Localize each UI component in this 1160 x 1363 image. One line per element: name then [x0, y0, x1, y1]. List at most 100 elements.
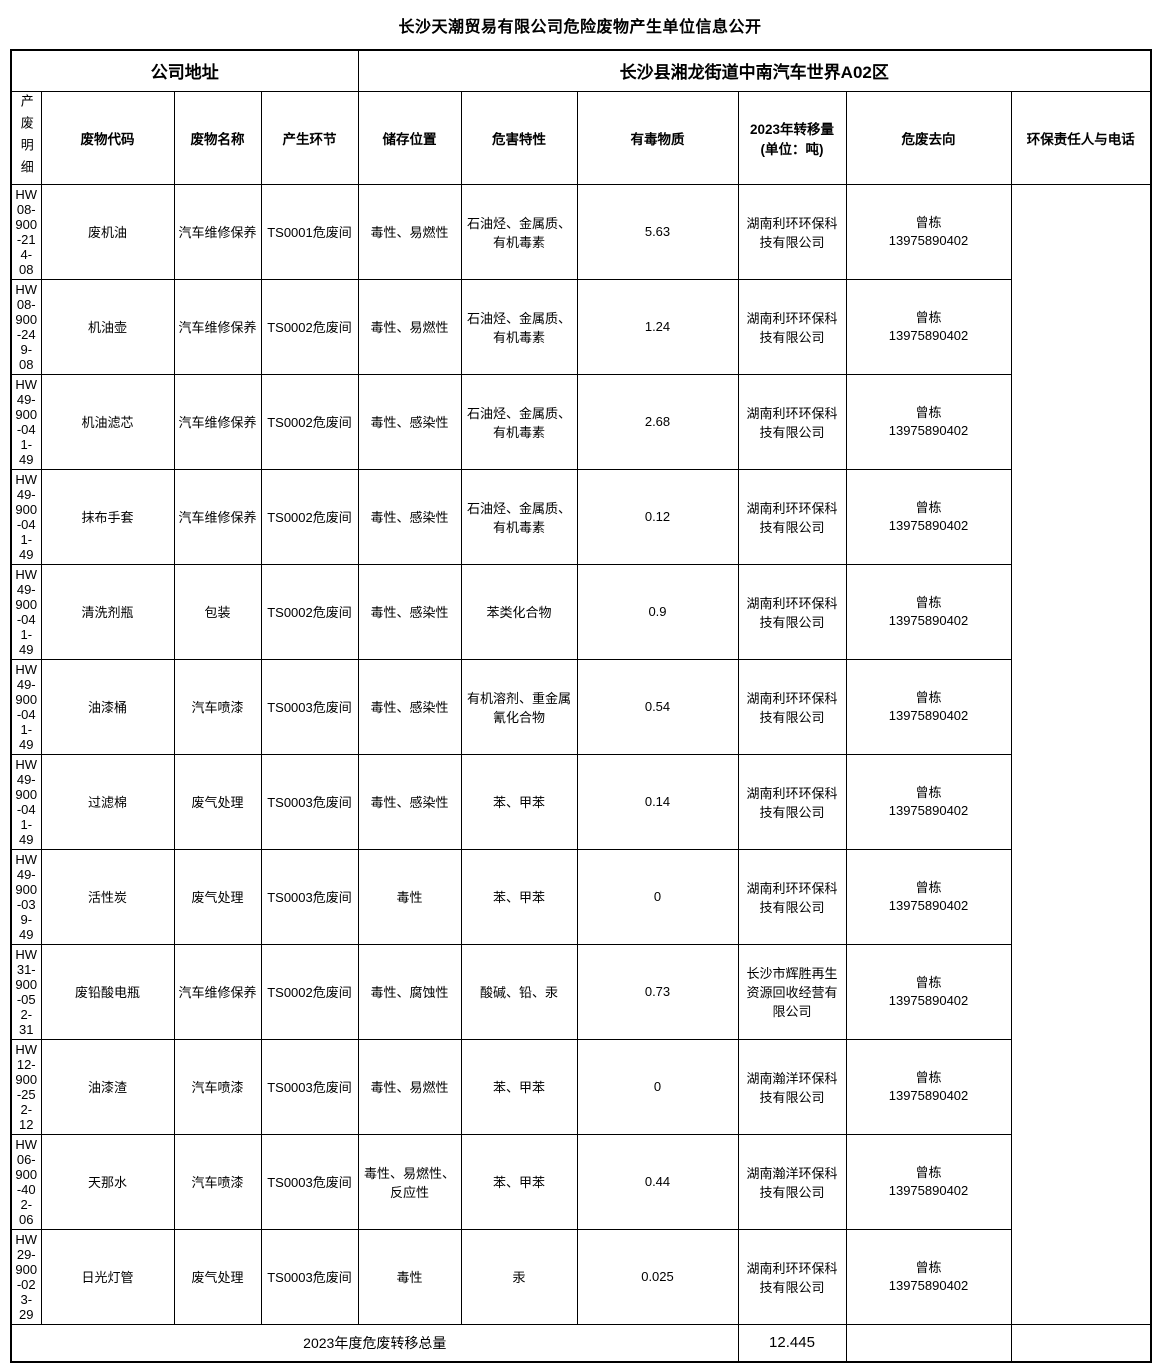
contact-phone: 13975890402: [888, 612, 969, 628]
header-storage-location: 储存位置: [357, 90, 462, 185]
transfer-amount-cell: 0: [576, 1038, 739, 1135]
production-stage-cell: 汽车维修保养: [173, 943, 262, 1040]
contact-name: 曾栋: [915, 879, 942, 895]
waste-code-cell: HW08-900-214-08: [10, 183, 42, 280]
responsible-contact-cell: 曾栋 13975890402: [845, 278, 1012, 375]
waste-name-cell: 抹布手套: [40, 468, 175, 565]
waste-name-cell: 机油滤芯: [40, 373, 175, 470]
company-address-row: 公司地址 长沙县湘龙街道中南汽车世界A02区: [10, 49, 1152, 92]
transfer-amount-cell: 0.14: [576, 753, 739, 850]
contact-name: 曾栋: [915, 974, 942, 990]
waste-code-cell: HW29-900-023-29: [10, 1228, 42, 1325]
toxic-substances-cell: 石油烃、金属质、有机毒素: [460, 278, 578, 375]
table-row: HW08-900-249-08 机油壶 汽车维修保养 TS0002危废间 毒性、…: [10, 278, 1151, 375]
destination-cell: 湖南利环环保科技有限公司: [737, 658, 847, 755]
destination-cell: 湖南利环环保科技有限公司: [737, 278, 847, 375]
contact-name: 曾栋: [915, 309, 942, 325]
contact-name: 曾栋: [915, 594, 942, 610]
waste-code-cell: HW12-900-252-12: [10, 1038, 42, 1135]
company-address-label: 公司地址: [10, 49, 359, 92]
hazard-traits-cell: 毒性、感染性: [357, 468, 462, 565]
hazard-traits-cell: 毒性、易燃性: [357, 278, 462, 375]
annual-total-label: 2023年度危废转移总量: [10, 1323, 739, 1363]
destination-cell: 湖南瀚洋环保科技有限公司: [737, 1038, 847, 1135]
storage-location-cell: TS0002危废间: [260, 373, 359, 470]
transfer-amount-cell: 0: [576, 848, 739, 945]
toxic-substances-cell: 苯、甲苯: [460, 1038, 578, 1135]
waste-code-cell: HW49-900-041-49: [10, 468, 42, 565]
storage-location-cell: TS0002危废间: [260, 943, 359, 1040]
table-row: HW49-900-041-49 机油滤芯 汽车维修保养 TS0002危废间 毒性…: [10, 373, 1151, 470]
toxic-substances-cell: 汞: [460, 1228, 578, 1325]
table-row: HW29-900-023-29 日光灯管 废气处理 TS0003危废间 毒性 汞…: [10, 1228, 1151, 1325]
contact-name: 曾栋: [915, 499, 942, 515]
contact-name: 曾栋: [915, 214, 942, 230]
storage-location-cell: TS0003危废间: [260, 1228, 359, 1325]
footer-empty-contact-cell: [1010, 1323, 1152, 1363]
transfer-amount-cell: 0.12: [576, 468, 739, 565]
production-stage-cell: 汽车喷漆: [173, 1133, 262, 1230]
production-stage-cell: 汽车维修保养: [173, 468, 262, 565]
destination-cell: 湖南利环环保科技有限公司: [737, 563, 847, 660]
storage-location-cell: TS0003危废间: [260, 1038, 359, 1135]
waste-table-body: HW08-900-214-08 废机油 汽车维修保养 TS0001危废间 毒性、…: [10, 183, 1151, 1325]
toxic-substances-cell: 石油烃、金属质、有机毒素: [460, 468, 578, 565]
header-waste-name: 废物名称: [173, 90, 262, 185]
footer-empty-destination-cell: [845, 1323, 1012, 1363]
toxic-substances-cell: 酸碱、铅、汞: [460, 943, 578, 1040]
production-stage-cell: 汽车喷漆: [173, 1038, 262, 1135]
production-stage-cell: 废气处理: [173, 753, 262, 850]
contact-name: 曾栋: [915, 1259, 942, 1275]
responsible-contact-cell: 曾栋 13975890402: [845, 753, 1012, 850]
storage-location-cell: TS0002危废间: [260, 468, 359, 565]
storage-location-cell: TS0003危废间: [260, 1133, 359, 1230]
responsible-contact-cell: 曾栋 13975890402: [845, 1038, 1012, 1135]
destination-cell: 湖南利环环保科技有限公司: [737, 1228, 847, 1325]
contact-phone: 13975890402: [888, 327, 969, 343]
hazard-traits-cell: 毒性、感染性: [357, 658, 462, 755]
storage-location-cell: TS0001危废间: [260, 183, 359, 280]
transfer-amount-cell: 2.68: [576, 373, 739, 470]
table-header-row: 产废明细 废物代码 废物名称 产生环节 储存位置 危害特性 有毒物质 2023年…: [10, 90, 1152, 185]
table-row: HW49-900-041-49 油漆桶 汽车喷漆 TS0003危废间 毒性、感染…: [10, 658, 1151, 755]
waste-name-cell: 废铅酸电瓶: [40, 943, 175, 1040]
hazard-traits-cell: 毒性: [357, 848, 462, 945]
transfer-amount-cell: 0.54: [576, 658, 739, 755]
storage-location-cell: TS0002危废间: [260, 563, 359, 660]
hazard-traits-cell: 毒性、感染性: [357, 373, 462, 470]
header-transfer-amount-line1: 2023年转移量: [749, 121, 835, 137]
contact-phone: 13975890402: [888, 992, 969, 1008]
header-production-stage: 产生环节: [260, 90, 359, 185]
table-row: HW06-900-402-06 天那水 汽车喷漆 TS0003危废间 毒性、易燃…: [10, 1133, 1151, 1230]
waste-name-cell: 油漆渣: [40, 1038, 175, 1135]
toxic-substances-cell: 苯类化合物: [460, 563, 578, 660]
waste-name-cell: 油漆桶: [40, 658, 175, 755]
header-transfer-amount-line2: (单位：吨): [760, 141, 824, 157]
annual-total-value: 12.445: [737, 1323, 847, 1363]
waste-code-cell: HW49-900-041-49: [10, 658, 42, 755]
waste-code-cell: HW08-900-249-08: [10, 278, 42, 375]
transfer-amount-cell: 0.025: [576, 1228, 739, 1325]
contact-phone: 13975890402: [888, 422, 969, 438]
header-transfer-amount: 2023年转移量 (单位：吨): [737, 90, 847, 185]
storage-location-cell: TS0003危废间: [260, 848, 359, 945]
table-row: HW08-900-214-08 废机油 汽车维修保养 TS0001危废间 毒性、…: [10, 183, 1151, 280]
table-footer-row: 2023年度危废转移总量 12.445: [10, 1323, 1152, 1363]
production-stage-cell: 废气处理: [173, 1228, 262, 1325]
production-stage-cell: 废气处理: [173, 848, 262, 945]
transfer-amount-cell: 5.63: [576, 183, 739, 280]
contact-phone: 13975890402: [888, 802, 969, 818]
header-hazard-traits: 危害特性: [460, 90, 578, 185]
waste-name-cell: 过滤棉: [40, 753, 175, 850]
responsible-contact-cell: 曾栋 13975890402: [845, 1228, 1012, 1325]
contact-phone: 13975890402: [888, 1182, 969, 1198]
toxic-substances-cell: 石油烃、金属质、有机毒素: [460, 183, 578, 280]
waste-code-cell: HW49-900-041-49: [10, 373, 42, 470]
waste-code-cell: HW31-900-052-31: [10, 943, 42, 1040]
transfer-amount-cell: 0.9: [576, 563, 739, 660]
transfer-amount-cell: 0.73: [576, 943, 739, 1040]
header-waste-destination: 危废去向: [845, 90, 1012, 185]
contact-phone: 13975890402: [888, 897, 969, 913]
company-address-value: 长沙县湘龙街道中南汽车世界A02区: [357, 49, 1152, 92]
hazardous-waste-table: 公司地址 长沙县湘龙街道中南汽车世界A02区 产废明细 废物代码 废物名称 产生…: [10, 49, 1153, 1363]
